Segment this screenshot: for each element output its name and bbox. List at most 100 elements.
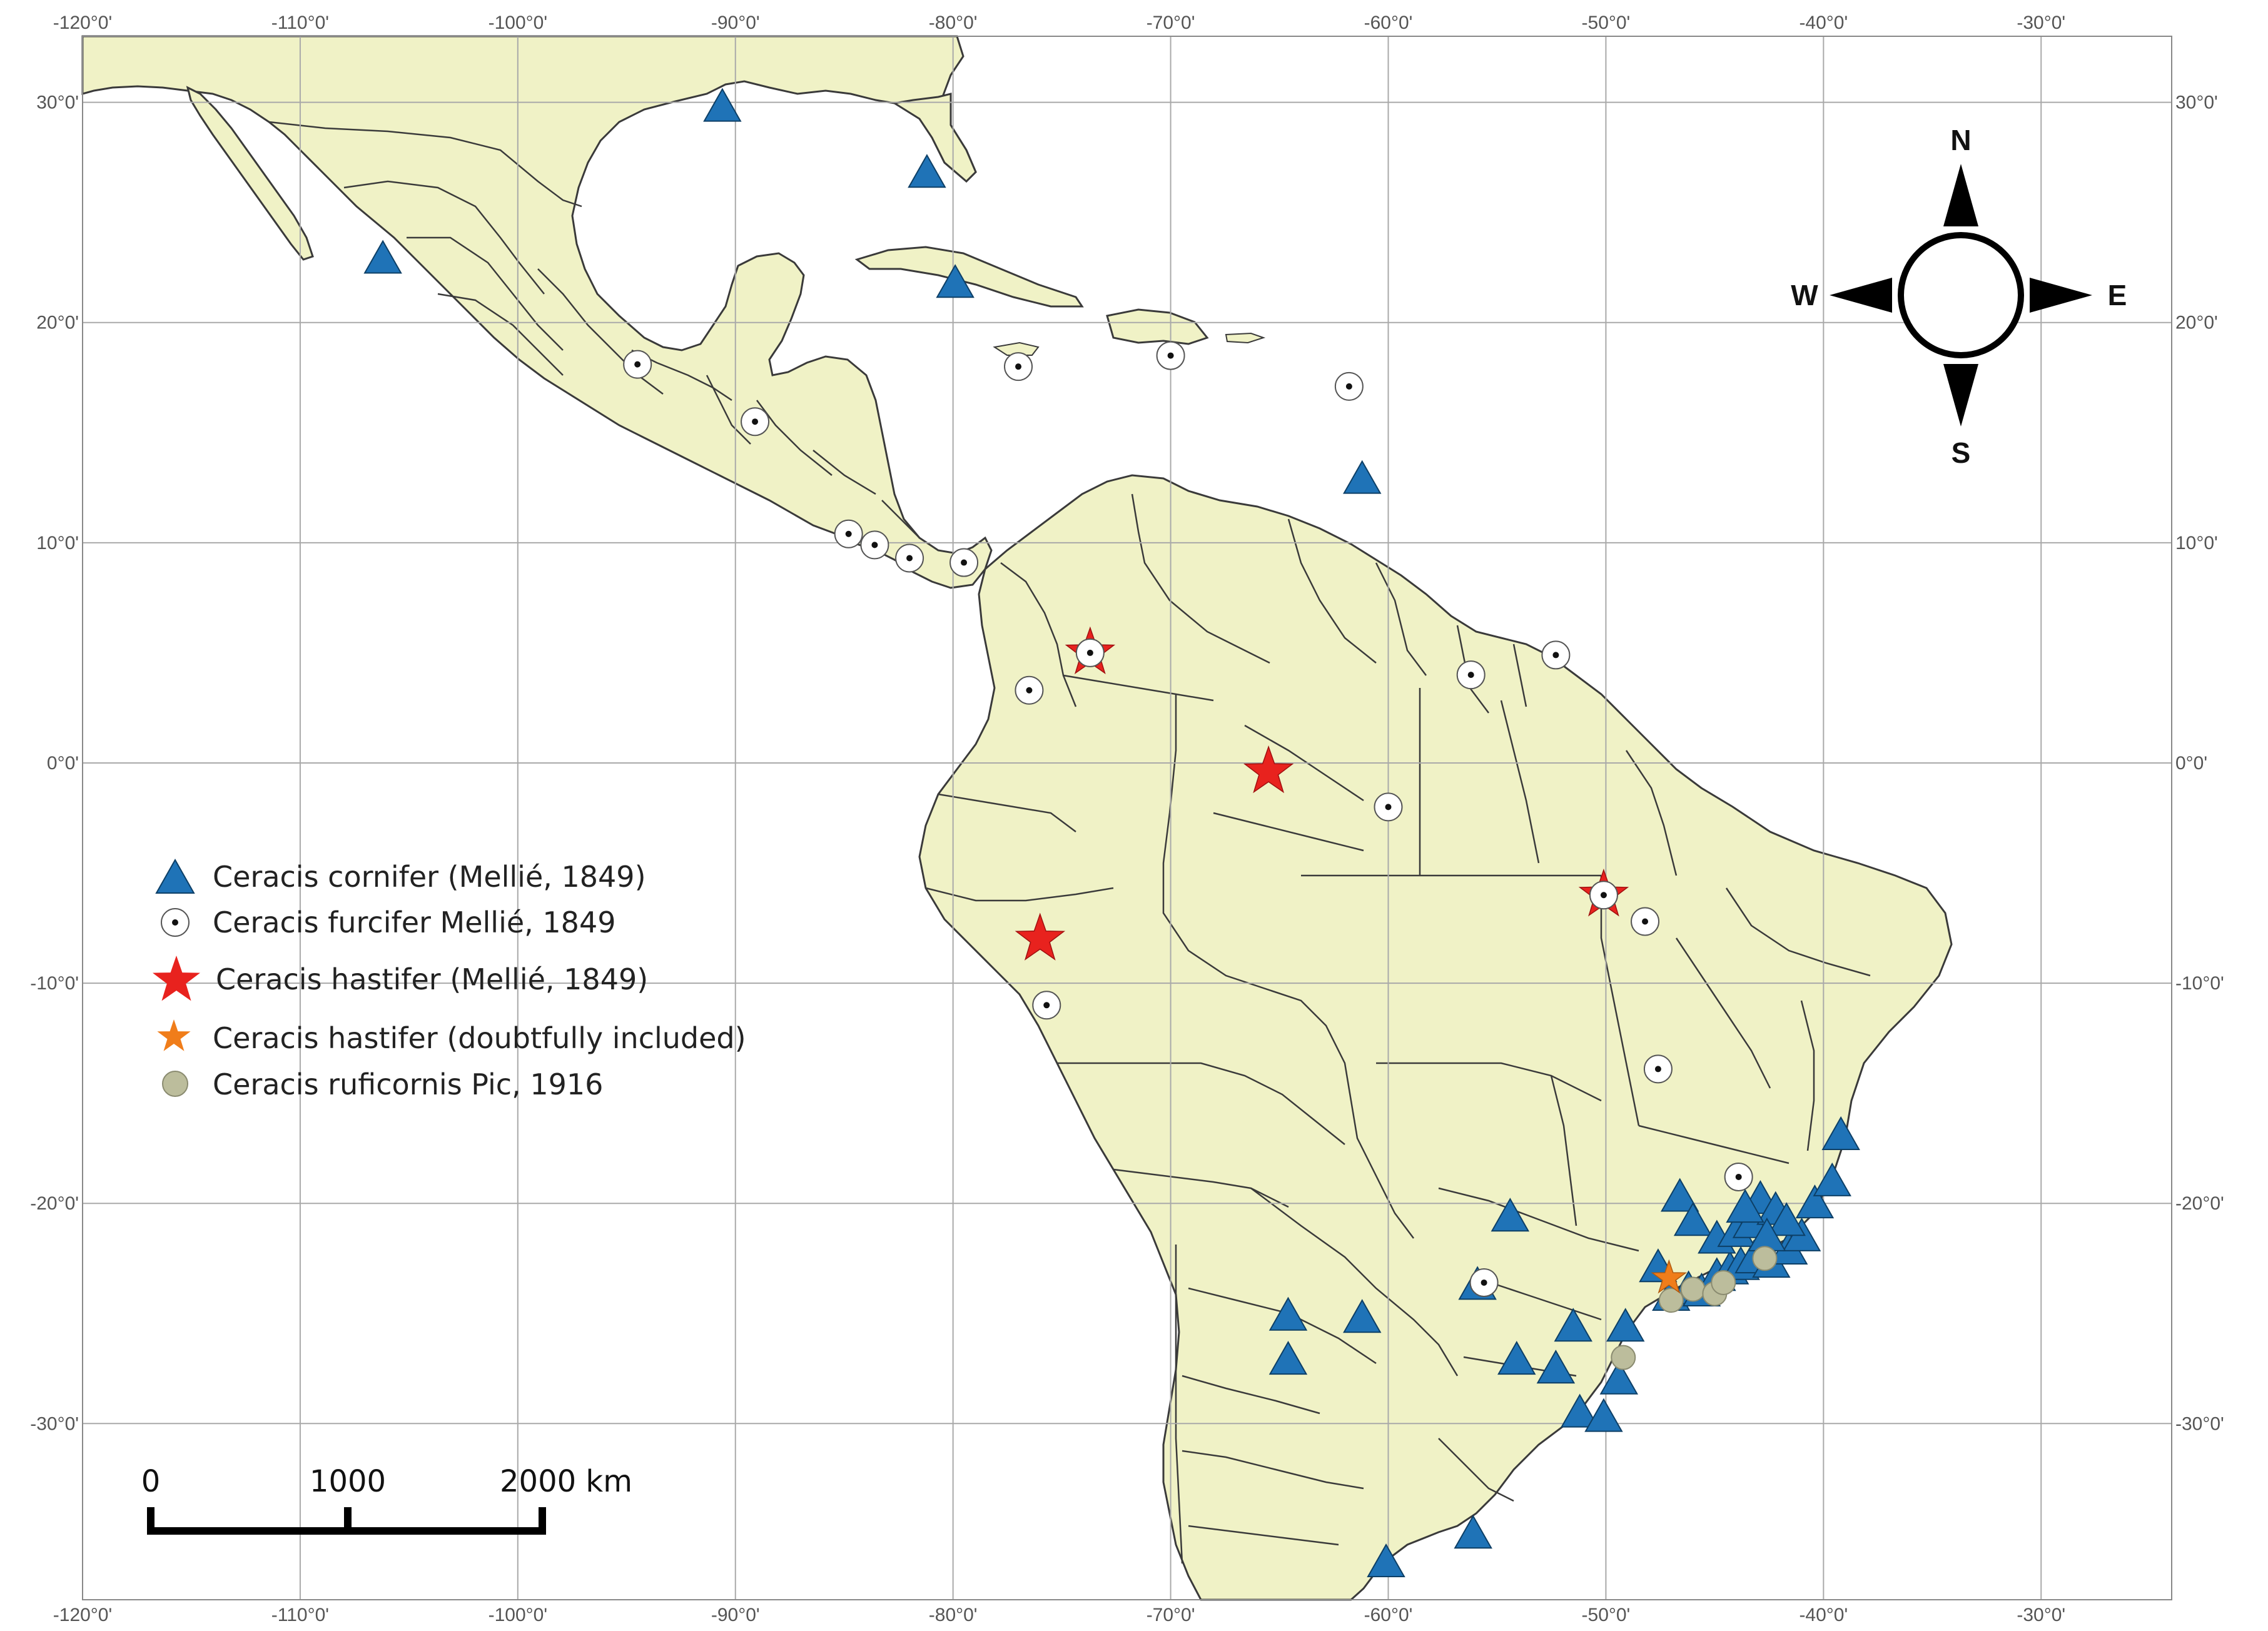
latitude-label: -30°0' xyxy=(2175,1413,2224,1434)
longitude-label: -80°0' xyxy=(929,13,978,33)
land-layer xyxy=(81,35,1953,1601)
compass-label-s: S xyxy=(1952,437,1971,469)
scale-bar-tick-0 xyxy=(147,1507,154,1535)
record-furcifer-center xyxy=(1167,352,1174,359)
record-cornifer xyxy=(1343,460,1382,494)
scale-label-0: 0 xyxy=(141,1464,161,1499)
longitude-label: -30°0' xyxy=(2017,13,2065,33)
record-cornifer xyxy=(1554,1308,1592,1342)
record-cornifer xyxy=(1343,1299,1382,1333)
record-cornifer xyxy=(1268,1341,1308,1375)
scale-bar: 0 1000 2000 km xyxy=(141,1464,632,1535)
record-cornifer xyxy=(1726,1189,1764,1223)
longitude-label: -110°0' xyxy=(271,13,329,33)
compass-east-arrow xyxy=(2030,278,2092,313)
scale-label-1000: 1000 xyxy=(310,1464,386,1499)
longitude-label: -40°0' xyxy=(1799,1605,1848,1625)
record-furcifer-center xyxy=(634,361,641,368)
record-furcifer-center xyxy=(845,530,852,537)
record-ruficornis xyxy=(1711,1270,1736,1295)
record-cornifer xyxy=(936,264,975,298)
record-cornifer xyxy=(908,154,946,188)
record-furcifer-center xyxy=(1600,892,1607,899)
land-jamaica xyxy=(993,341,1040,356)
legend-symbol-grey-dot xyxy=(162,1071,188,1097)
record-cornifer xyxy=(1367,1543,1405,1578)
record-furcifer-center xyxy=(1026,687,1033,694)
legend-label-ruficornis: Ceracis ruficornis Pic, 1916 xyxy=(213,1068,603,1101)
longitude-label: -110°0' xyxy=(271,1605,329,1625)
longitude-label: -90°0' xyxy=(711,1605,760,1625)
record-hastifer xyxy=(1015,912,1066,961)
longitude-label: -70°0' xyxy=(1147,1605,1195,1625)
legend-symbol-circle-dot-center xyxy=(172,919,178,926)
longitude-label: -50°0' xyxy=(1582,13,1631,33)
record-furcifer-center xyxy=(961,559,968,566)
legend-symbol-star-orange xyxy=(157,1019,191,1051)
record-furcifer-center xyxy=(1467,672,1474,679)
latitude-label: -30°0' xyxy=(30,1413,79,1434)
record-hastifer-doubtful xyxy=(1651,1259,1688,1294)
record-cornifer xyxy=(1268,1296,1308,1331)
record-furcifer-center xyxy=(1642,918,1649,925)
latitude-label: -20°0' xyxy=(2175,1193,2224,1214)
record-furcifer-center xyxy=(906,555,913,562)
latitude-label: -10°0' xyxy=(2175,973,2224,994)
occurrence-records xyxy=(363,88,1860,1578)
record-ruficornis xyxy=(1680,1276,1706,1302)
record-furcifer-center xyxy=(1015,363,1022,370)
record-cornifer xyxy=(1599,1360,1639,1395)
record-cornifer xyxy=(1454,1515,1492,1549)
longitude-label: -80°0' xyxy=(929,1605,978,1625)
legend-label-cornifer: Ceracis cornifer (Mellié, 1849) xyxy=(213,860,646,894)
record-cornifer xyxy=(703,88,742,122)
latitude-label: 0°0' xyxy=(2175,753,2207,774)
record-furcifer-center xyxy=(1043,1002,1050,1009)
record-cornifer xyxy=(1795,1184,1835,1219)
legend-label-hastifer: Ceracis hastifer (Mellié, 1849) xyxy=(216,962,648,996)
record-hastifer xyxy=(1243,745,1294,794)
longitude-label: -120°0' xyxy=(53,13,112,33)
record-ruficornis xyxy=(1752,1246,1778,1271)
land-north-america xyxy=(81,35,993,589)
legend-symbol-triangle xyxy=(155,858,195,894)
latitude-label: 20°0' xyxy=(36,313,79,333)
map-frame xyxy=(82,36,2172,1600)
coordinate-ticks: -120°0' -120°0' -110°0' -110°0' -100°0' -100°… xyxy=(30,13,2224,1625)
record-cornifer xyxy=(1560,1393,1599,1428)
latitude-label: 0°0' xyxy=(47,753,79,774)
scale-bar-tick-1000 xyxy=(344,1507,352,1535)
record-furcifer-center xyxy=(752,418,759,425)
legend-label-hastifer-doubtful: Ceracis hastifer (doubtfully included) xyxy=(213,1021,746,1055)
record-cornifer xyxy=(1497,1341,1536,1375)
record-cornifer xyxy=(1584,1398,1623,1432)
longitude-label: -90°0' xyxy=(711,13,760,33)
record-furcifer-center xyxy=(1385,804,1392,810)
latitude-label: 30°0' xyxy=(2175,93,2218,113)
compass-south-arrow xyxy=(1943,364,1978,427)
legend: Ceracis cornifer (Mellié, 1849) Ceracis … xyxy=(153,858,746,1101)
longitude-label: -100°0' xyxy=(489,13,547,33)
longitude-label: -30°0' xyxy=(2017,1605,2065,1625)
latitude-label: 10°0' xyxy=(36,533,79,553)
record-cornifer xyxy=(1821,1116,1860,1150)
record-cornifer xyxy=(1767,1202,1806,1236)
compass-north-arrow xyxy=(1943,164,1978,226)
longitude-label: -60°0' xyxy=(1364,1605,1413,1625)
record-furcifer-center xyxy=(1654,1066,1661,1073)
record-cornifer xyxy=(1491,1198,1530,1232)
record-furcifer-center xyxy=(1086,649,1093,656)
land-baja-california xyxy=(186,86,314,261)
longitude-label: -50°0' xyxy=(1582,1605,1631,1625)
compass-ring xyxy=(1898,232,2024,358)
land-south-america xyxy=(918,474,1953,1601)
scale-label-2000: 2000 km xyxy=(500,1464,632,1499)
latitude-label: 30°0' xyxy=(36,93,79,113)
record-ruficornis xyxy=(1611,1345,1636,1370)
record-ruficornis xyxy=(1658,1288,1684,1313)
record-cornifer xyxy=(1660,1178,1699,1212)
land-florida xyxy=(891,93,977,183)
record-cornifer xyxy=(1536,1350,1576,1384)
record-cornifer xyxy=(1813,1162,1851,1196)
